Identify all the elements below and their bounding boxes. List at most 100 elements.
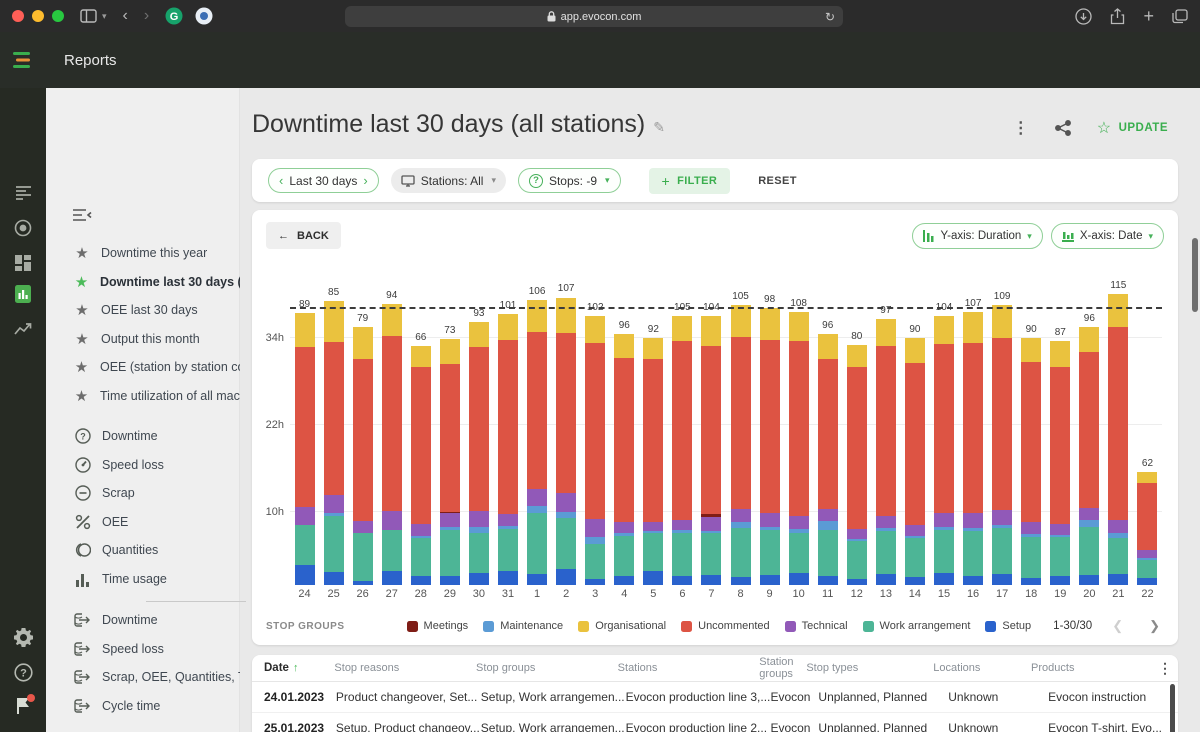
extension-icon[interactable] — [195, 7, 213, 25]
zoom-window-button[interactable] — [52, 10, 64, 22]
chart-bar[interactable] — [556, 297, 577, 585]
chart-bar[interactable] — [788, 312, 809, 585]
window-scrollbar[interactable] — [1192, 238, 1198, 312]
report-menu-icon[interactable]: ⋮ — [1012, 120, 1029, 137]
share-page-icon[interactable] — [1110, 7, 1125, 25]
add-filter-button[interactable]: + FILTER — [648, 167, 731, 194]
legend-next-icon[interactable]: ❯ — [1149, 618, 1160, 633]
legend-item[interactable]: Work arrangement — [862, 620, 970, 632]
next-period-icon[interactable]: › — [363, 173, 368, 188]
chart-bar[interactable] — [730, 304, 751, 585]
reset-filters-button[interactable]: RESET — [758, 174, 797, 187]
column-header-stations[interactable]: Stations — [617, 661, 658, 674]
legend-item[interactable]: Organisational — [578, 620, 666, 632]
chart-bar[interactable] — [498, 314, 518, 585]
chart-bar[interactable] — [934, 315, 954, 585]
chart-bar[interactable] — [294, 312, 315, 585]
favorite-star-icon[interactable]: ☆ — [1096, 120, 1112, 137]
chart-bar[interactable] — [323, 301, 344, 585]
column-header-locations[interactable]: Locations — [933, 661, 981, 674]
address-bar[interactable]: app.evocon.com ↻ — [345, 6, 843, 27]
reload-icon[interactable]: ↻ — [824, 9, 835, 24]
table-row[interactable]: 24.01.2023 Product changeover, Set... Setu… — [252, 682, 1178, 713]
sidebar-item-report-type[interactable]: OEE — [46, 508, 240, 536]
collapse-sidebar-icon[interactable] — [72, 208, 92, 222]
chart-bar[interactable] — [701, 315, 722, 585]
dashboard-icon[interactable] — [0, 255, 46, 271]
legend-item[interactable]: Technical — [784, 620, 848, 632]
table-menu-icon[interactable]: ⋮ — [1158, 659, 1173, 676]
y-axis-selector[interactable]: Y-axis: Duration ▾ — [911, 223, 1043, 249]
chart-bar[interactable] — [643, 337, 664, 585]
downloads-icon[interactable] — [1075, 7, 1093, 25]
share-report-icon[interactable] — [1054, 120, 1071, 136]
chart-bar[interactable] — [875, 319, 896, 585]
prev-period-icon[interactable]: ‹ — [279, 173, 284, 188]
chart-bar[interactable] — [527, 299, 548, 585]
sidebar-item-starred-report[interactable]: ★ OEE last 30 days — [46, 296, 240, 324]
chart-bar[interactable] — [1021, 337, 1042, 585]
sidebar-item-export[interactable]: Speed loss — [46, 635, 240, 663]
x-axis-selector[interactable]: X-axis: Date ▾ — [1050, 223, 1164, 249]
sidebar-toggle-icon[interactable]: ▾ — [80, 9, 107, 23]
sidebar-item-report-type[interactable]: Quantities — [46, 536, 240, 564]
chart-bar[interactable] — [381, 304, 402, 585]
back-button[interactable]: ← BACK — [266, 222, 341, 249]
chart-bar[interactable] — [817, 333, 838, 585]
column-header-date[interactable]: Date ↑ — [264, 661, 299, 674]
sidebar-item-report-type[interactable]: Scrap — [46, 479, 240, 507]
sidebar-item-starred-report[interactable]: ★ Time utilization of all mac... — [46, 382, 240, 410]
close-window-button[interactable] — [12, 10, 24, 22]
sidebar-item-report-type[interactable]: Speed loss — [46, 451, 240, 479]
column-header-station-groups[interactable]: Station groups — [759, 655, 794, 680]
column-header-stop-groups[interactable]: Stop groups — [476, 661, 536, 674]
table-row[interactable]: 25.01.2023 Setup, Product changeov... Setu… — [252, 713, 1178, 732]
minimize-window-button[interactable] — [32, 10, 44, 22]
chart-bar[interactable] — [1079, 326, 1100, 585]
chart-bar[interactable] — [992, 304, 1013, 585]
sort-ascending-icon[interactable]: ↑ — [292, 661, 299, 674]
new-tab-icon[interactable]: + — [1143, 5, 1154, 26]
stations-filter[interactable]: Stations: All ▾ — [390, 168, 506, 193]
column-header-stop-reasons[interactable]: Stop reasons — [334, 661, 400, 674]
grammarly-extension-icon[interactable]: G — [165, 7, 183, 25]
legend-item[interactable]: Uncommented — [681, 620, 770, 632]
sidebar-item-starred-report[interactable]: ★ Output this month — [46, 325, 240, 353]
update-button[interactable]: ☆ UPDATE — [1096, 120, 1168, 137]
column-header-products[interactable]: Products — [1031, 661, 1075, 674]
forward-nav-icon[interactable]: › — [143, 7, 150, 24]
sidebar-item-starred-report[interactable]: ★ OEE (station by station co... — [46, 353, 240, 381]
trends-icon[interactable] — [0, 322, 46, 336]
legend-prev-icon[interactable]: ❮ — [1112, 618, 1124, 633]
stops-filter[interactable]: ? Stops: -9 ▾ — [517, 168, 621, 193]
tab-overview-icon[interactable] — [1172, 8, 1188, 24]
sidebar-item-export[interactable]: Scrap, OEE, Quantities, Ti... — [46, 663, 240, 691]
sidebar-item-export[interactable]: Downtime — [46, 606, 240, 634]
chart-bar[interactable] — [468, 321, 489, 585]
chart-bar[interactable] — [963, 312, 984, 585]
settings-gear-icon[interactable] — [0, 628, 46, 647]
sidebar-item-report-type[interactable]: ? Downtime — [46, 422, 240, 450]
legend-item[interactable]: Meetings — [406, 620, 468, 632]
chart-bar[interactable] — [1137, 472, 1158, 585]
shift-view-icon[interactable] — [0, 219, 46, 237]
chart-bar[interactable] — [1050, 341, 1071, 585]
chart-bar[interactable] — [904, 337, 925, 585]
chart-bar[interactable] — [614, 333, 635, 585]
notifications-flag-icon[interactable] — [0, 694, 46, 714]
chart-bar[interactable] — [846, 344, 867, 585]
chart-bar[interactable] — [352, 326, 373, 585]
legend-item[interactable]: Setup — [985, 620, 1031, 632]
sidebar-item-export[interactable]: Cycle time — [46, 692, 240, 720]
evocon-logo-icon[interactable] — [0, 51, 46, 69]
chart-bar[interactable] — [672, 315, 693, 585]
chart-bar[interactable] — [439, 339, 460, 585]
sidebar-item-report-type[interactable]: Time usage — [46, 565, 240, 593]
help-icon[interactable]: ? — [0, 663, 46, 682]
legend-item[interactable]: Maintenance — [483, 620, 563, 632]
reports-list-icon[interactable] — [0, 185, 46, 200]
sidebar-item-starred-report[interactable]: ★ Downtime this year — [46, 239, 240, 267]
back-nav-icon[interactable]: ‹ — [122, 7, 128, 24]
chart-bar[interactable] — [1108, 293, 1129, 585]
sidebar-item-starred-report[interactable]: ★ Downtime last 30 days (al... — [46, 268, 240, 296]
